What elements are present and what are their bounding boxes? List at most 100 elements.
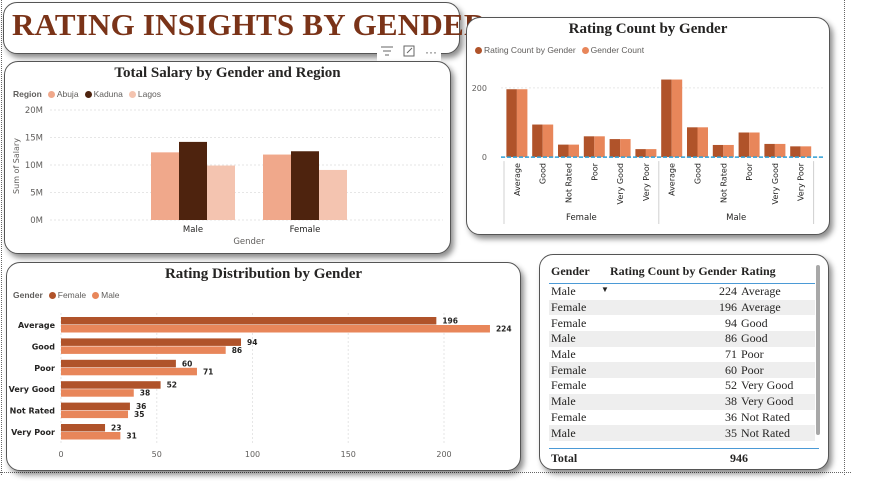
visual-header: ··· <box>377 43 441 61</box>
focus-mode-icon[interactable] <box>403 45 415 60</box>
distribution-plot: 0 50 100 150 200 Average 196 224 Good 94 86 Poor 60 7… <box>9 313 512 459</box>
dist-data-label: 52 <box>167 381 177 390</box>
table-row[interactable]: Female 52 Very Good <box>549 378 815 394</box>
dist-x-tick: 200 <box>436 450 451 459</box>
cell-gender: Male <box>549 425 597 441</box>
count-x-tick: Very Poor <box>642 162 651 201</box>
cell-rating: Average <box>739 299 815 316</box>
count-y-tick: 200 <box>472 84 487 93</box>
count-bar-gender-count <box>568 144 579 158</box>
count-bar-gender-count <box>594 136 605 158</box>
cell-gender: Male <box>549 331 597 347</box>
count-bar-gender-count <box>723 144 734 158</box>
legend-item-kaduna[interactable]: Kaduna <box>84 89 123 99</box>
count-x-tick: Very Poor <box>797 162 806 201</box>
sort-desc-icon[interactable]: ▼ <box>601 285 609 294</box>
salary-bar-abuja-male <box>151 152 179 220</box>
count-bar-rating-count <box>635 149 646 158</box>
count-bar-rating-count <box>738 132 750 158</box>
cell-rating: Good <box>741 315 768 330</box>
cell-rating-count: 71 <box>725 347 737 362</box>
total-value: 946 <box>730 451 748 465</box>
cell-rating-count: 224 <box>719 284 737 299</box>
rating-count-legend: Rating Count by Gender Gender Count <box>475 45 644 55</box>
cell-rating-count: 36 <box>725 409 737 424</box>
count-bar-gender-count <box>800 146 812 158</box>
count-y-tick: 0 <box>482 153 487 162</box>
table-row[interactable]: Male 38 Very Good <box>549 393 815 410</box>
count-bar-rating-count <box>764 143 775 158</box>
table-row[interactable]: Male 224 Average <box>549 284 815 300</box>
count-group-label: Male <box>726 213 746 223</box>
dist-bar-male <box>61 346 226 354</box>
legend-item-gender-count[interactable]: Gender Count <box>581 45 644 55</box>
distribution-card[interactable]: Rating Distribution by Gender Gender Fem… <box>6 262 521 471</box>
col-header-rating-count[interactable]: Rating Count by Gender ▼ <box>597 263 739 294</box>
dist-data-label: 36 <box>136 402 146 411</box>
table-row[interactable]: Female 196 Average <box>549 299 815 316</box>
salary-chart-card[interactable]: Total Salary by Gender and Region Region… <box>4 61 451 254</box>
count-x-tick: Good <box>694 163 703 184</box>
count-bar-rating-count <box>506 89 517 158</box>
salary-y-tick: 0M <box>30 216 43 226</box>
dist-data-label: 31 <box>126 432 136 441</box>
dist-bar-female <box>61 402 130 411</box>
dist-data-label: 196 <box>442 317 458 326</box>
count-bar-rating-count <box>687 127 698 158</box>
count-bar-rating-count <box>583 136 595 158</box>
count-x-tick: Good <box>539 163 548 184</box>
rating-count-card[interactable]: Rating Count by Gender Rating Count by G… <box>466 17 830 235</box>
cell-gender: Female <box>549 299 597 316</box>
legend-item-female[interactable]: Female <box>48 290 86 300</box>
dist-y-tick: Average <box>18 321 56 330</box>
rating-table-card[interactable]: Gender Rating Count by Gender ▼ Rating M… <box>539 254 829 470</box>
count-group-label: Female <box>566 213 597 223</box>
legend-item-rating-count[interactable]: Rating Count by Gender <box>475 45 576 55</box>
col-header-gender[interactable]: Gender <box>549 263 597 284</box>
salary-y-tick: 10M <box>25 161 43 171</box>
dist-data-label: 23 <box>111 424 121 433</box>
dist-x-tick: 100 <box>245 450 260 459</box>
count-bar-gender-count <box>749 132 760 158</box>
cell-gender: Male <box>551 284 576 299</box>
dist-bar-female <box>61 381 161 389</box>
salary-legend-title: Region <box>13 89 42 99</box>
legend-item-abuja[interactable]: Abuja <box>47 89 79 99</box>
cell-rating: Good <box>739 331 815 347</box>
rating-table: Gender Rating Count by Gender ▼ Rating M… <box>549 263 815 441</box>
filter-icon[interactable] <box>381 45 393 59</box>
cell-gender: Male <box>549 393 597 410</box>
count-x-tick: Very Good <box>616 163 625 204</box>
dist-bar-female <box>61 359 176 368</box>
salary-chart-title: Total Salary by Gender and Region <box>114 65 341 81</box>
salary-x-tick: Female <box>290 225 321 235</box>
count-bar-rating-count <box>661 79 672 158</box>
cell-gender: Female <box>551 378 587 393</box>
table-row[interactable]: Female 36 Not Rated <box>549 410 815 426</box>
col-header-rating[interactable]: Rating <box>739 263 815 284</box>
dist-y-tick: Very Poor <box>11 428 55 437</box>
count-bar-gender-count <box>671 79 683 158</box>
table-row[interactable]: Male 35 Not Rated <box>549 425 815 441</box>
salary-bar-abuja-female <box>263 154 291 220</box>
cell-rating: Average <box>741 284 781 299</box>
count-bar-rating-count <box>712 144 724 158</box>
count-bar-gender-count <box>774 143 786 158</box>
dist-data-label: 38 <box>140 389 150 398</box>
legend-item-male[interactable]: Male <box>92 290 120 300</box>
table-scrollbar[interactable] <box>816 265 820 435</box>
count-x-tick: Average <box>668 163 677 196</box>
salary-bar-kaduna-male <box>179 141 207 220</box>
distribution-legend: Gender Female Male <box>13 290 120 300</box>
count-x-tick: Not Rated <box>565 163 574 203</box>
dist-data-label: 35 <box>134 410 144 419</box>
legend-item-lagos[interactable]: Lagos <box>128 89 161 99</box>
cell-rating-count: 38 <box>597 393 739 410</box>
table-row[interactable]: Male 71 Poor <box>549 347 815 363</box>
table-row[interactable]: Female 94 Good <box>549 315 815 331</box>
table-row[interactable]: Male 86 Good <box>549 331 815 347</box>
cell-rating-count: 94 <box>725 315 737 330</box>
table-row[interactable]: Female 60 Poor <box>549 362 815 379</box>
more-options-icon[interactable]: ··· <box>425 45 437 59</box>
dist-data-label: 60 <box>182 359 192 368</box>
